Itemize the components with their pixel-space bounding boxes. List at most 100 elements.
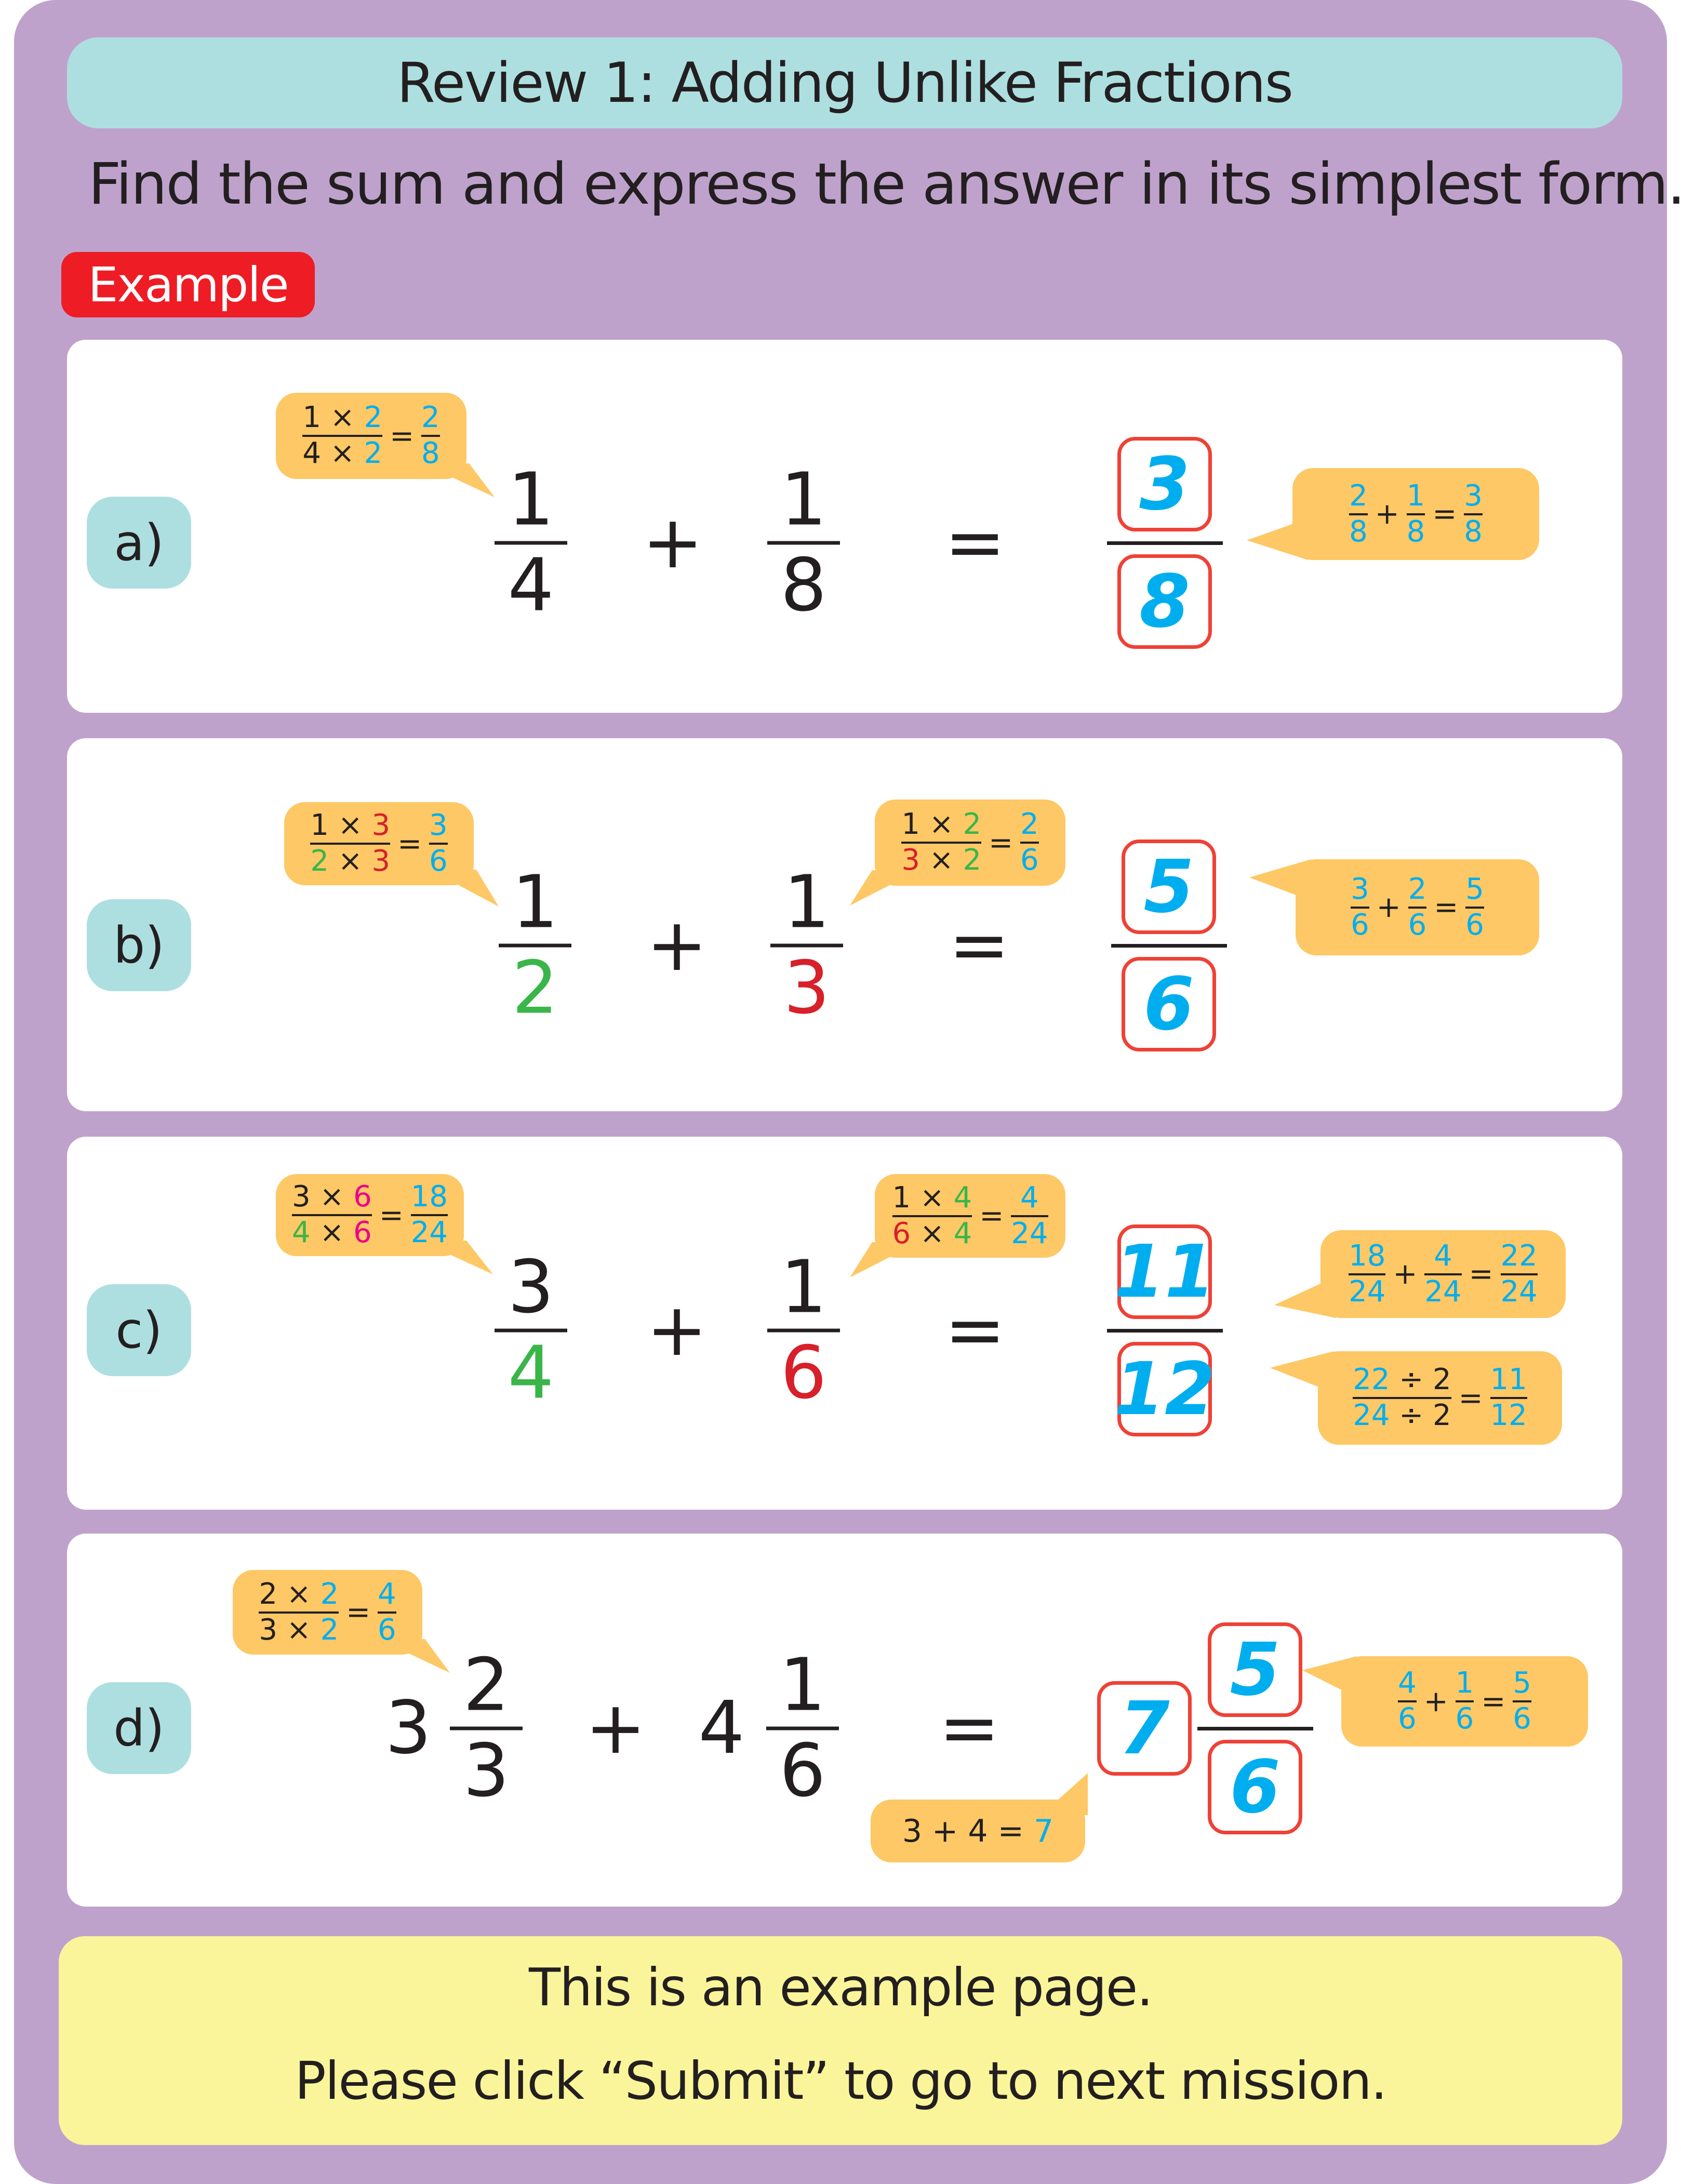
denominator: 4 <box>508 543 554 628</box>
bubble-token: 24 <box>1500 1274 1538 1309</box>
bubble-denominator: 24 ÷ 2 <box>1353 1400 1451 1431</box>
bubble-denominator: 6 <box>429 846 448 877</box>
bubble-token: 4 <box>378 1577 396 1611</box>
fraction-bar <box>495 1328 567 1333</box>
bubble-operator: = <box>979 1199 1004 1233</box>
answer-denominator-box[interactable]: 8 <box>1117 554 1212 649</box>
bubble-fraction-bar <box>421 435 440 437</box>
numerator: 1 <box>783 860 830 945</box>
bubble-numerator: 4 <box>1398 1668 1417 1699</box>
bubble-token: 6 <box>353 1216 372 1249</box>
bubble-token: 2 <box>320 1613 339 1647</box>
bubble-operator: + <box>1375 497 1399 531</box>
page-title: Review 1: Adding Unlike Fractions <box>67 37 1622 128</box>
bubble-token: 1 × <box>901 807 963 842</box>
bubble-token: 24 <box>1424 1274 1462 1309</box>
bubble-token: 1 × <box>892 1180 954 1215</box>
problem-label: c) <box>87 1284 191 1376</box>
bubble-token: 3 <box>901 843 920 877</box>
bubble-token: 2 <box>1020 807 1039 842</box>
numerator: 1 <box>780 457 827 542</box>
answer-whole-box[interactable]: 7 <box>1097 1681 1192 1776</box>
bubble-fraction-bar <box>310 843 391 845</box>
fraction-bar <box>767 541 840 545</box>
answer-numerator-box[interactable]: 11 <box>1114 1224 1215 1319</box>
bubble-token: 4 <box>953 1216 972 1250</box>
hint-bubble: 4 6 +1 6 = 5 6 <box>1341 1656 1588 1747</box>
bubble-token: 2 <box>421 401 440 435</box>
bubble-token: 2 <box>364 401 383 435</box>
footer-line-1: This is an example page. <box>529 1957 1153 2018</box>
bubble-token: 3 × <box>292 1180 354 1214</box>
answer-numerator-box[interactable]: 5 <box>1208 1622 1302 1717</box>
footer-note: This is an example page. Please click “S… <box>59 1936 1622 2145</box>
answer-denominator-box[interactable]: 6 <box>1122 957 1216 1051</box>
bubble-token: 3 <box>429 808 448 843</box>
bubble-text: 3 + 4 = 7 <box>902 1813 1053 1849</box>
answer-denominator-box[interactable]: 12 <box>1114 1342 1215 1436</box>
numerator: 1 <box>779 1643 826 1728</box>
bubble-token: 7 <box>1034 1813 1054 1849</box>
bubble-token: 6 <box>353 1180 372 1214</box>
answer-denominator-box[interactable]: 6 <box>1208 1740 1302 1834</box>
bubble-numerator: 18 <box>411 1181 448 1213</box>
bubble-token: 6 <box>1455 1702 1474 1736</box>
bubble-token: 6 <box>1398 1702 1417 1736</box>
bubble-denominator: 6 <box>378 1615 396 1646</box>
hint-bubble: 2 8 +1 8 = 3 8 <box>1292 468 1539 560</box>
bubble-token: 1 <box>1455 1666 1474 1700</box>
hint-bubble: 3 + 4 = 7 <box>871 1800 1085 1862</box>
bubble-denominator: 3 × 2 <box>901 845 981 876</box>
bubble-token: 5 <box>1513 1666 1531 1700</box>
bubble-fraction: 4 24 <box>1011 1182 1048 1249</box>
footer-line-2: Please click “Submit” to go to next miss… <box>295 2050 1387 2111</box>
bubble-numerator: 1 × 4 <box>892 1180 972 1215</box>
bubble-token: 6 <box>1513 1702 1531 1736</box>
answer-numerator-box[interactable]: 3 <box>1117 437 1212 531</box>
bubble-operator: = <box>390 419 415 453</box>
bubble-token: 6 <box>892 1216 911 1250</box>
bubble-numerator: 3 <box>1464 481 1483 512</box>
bubble-token: 3 <box>1351 872 1369 906</box>
bubble-token: 2 × <box>259 1577 321 1611</box>
fraction-bar <box>767 1328 840 1333</box>
answer-numerator-box[interactable]: 5 <box>1122 840 1216 934</box>
bubble-token: 4 <box>292 1216 311 1249</box>
bubble-numerator: 3 × 6 <box>292 1180 372 1214</box>
bubble-denominator: 6 <box>1351 910 1369 941</box>
bubble-fraction-bar <box>1351 906 1369 909</box>
bubble-token: 24 <box>410 1216 448 1249</box>
bubble-operator: = <box>379 1198 404 1232</box>
plus-sign: + <box>642 500 703 585</box>
bubble-token: × <box>328 844 372 878</box>
bubble-numerator: 22 ÷ 2 <box>1353 1364 1451 1395</box>
bubble-operator: = <box>1481 1684 1506 1719</box>
bubble-fraction-bar <box>1398 1700 1417 1702</box>
bubble-numerator: 5 <box>1465 874 1484 905</box>
bubble-token: 2 <box>1408 872 1427 906</box>
bubble-operator: = <box>397 827 422 861</box>
equals-sign: = <box>939 1686 1000 1770</box>
bubble-denominator: 6 <box>1398 1702 1417 1736</box>
answer-fraction-bar <box>1107 541 1223 545</box>
bubble-denominator: 12 <box>1490 1400 1527 1431</box>
bubble-tail <box>1270 1351 1333 1393</box>
bubble-token: 3 + 4 = <box>902 1813 1034 1849</box>
bubble-token: 2 <box>963 807 982 842</box>
answer-fraction-bar <box>1197 1727 1313 1730</box>
bubble-token: 4 <box>1398 1666 1417 1700</box>
